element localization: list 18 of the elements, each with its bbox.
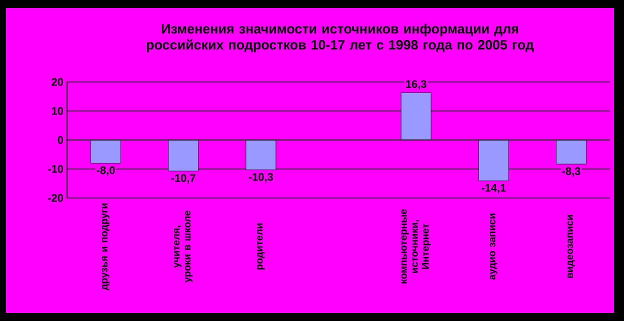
y-tick-label: 20 [52, 78, 64, 86]
x-tick-label: друзья и подруги [102, 203, 110, 290]
chart-title: Изменения значимости источников информации для российских подростков 10-17 лет с 1998 года по 2005 год [146, 24, 534, 52]
x-tick-label: учителя, уроки в школе [174, 210, 193, 283]
x-tick-label: аудио записи [490, 214, 498, 280]
x-tick-label: родители [257, 224, 265, 270]
data-label: -8,3 [562, 167, 580, 177]
data-label: -14,1 [482, 184, 506, 194]
data-label: 16,3 [406, 80, 426, 90]
data-label: -10,7 [171, 174, 196, 184]
y-tick-label: 0 [58, 136, 64, 144]
x-tick-label: видеозаписи [568, 215, 575, 278]
y-tick-label: 10 [52, 107, 64, 115]
y-tick-label: -10 [48, 165, 64, 173]
x-tick-label: компьютерные источники, Интернет [401, 209, 431, 284]
y-tick-label: -20 [48, 194, 64, 202]
data-label: -10,3 [248, 173, 274, 182]
data-label: -8,0 [96, 166, 115, 176]
